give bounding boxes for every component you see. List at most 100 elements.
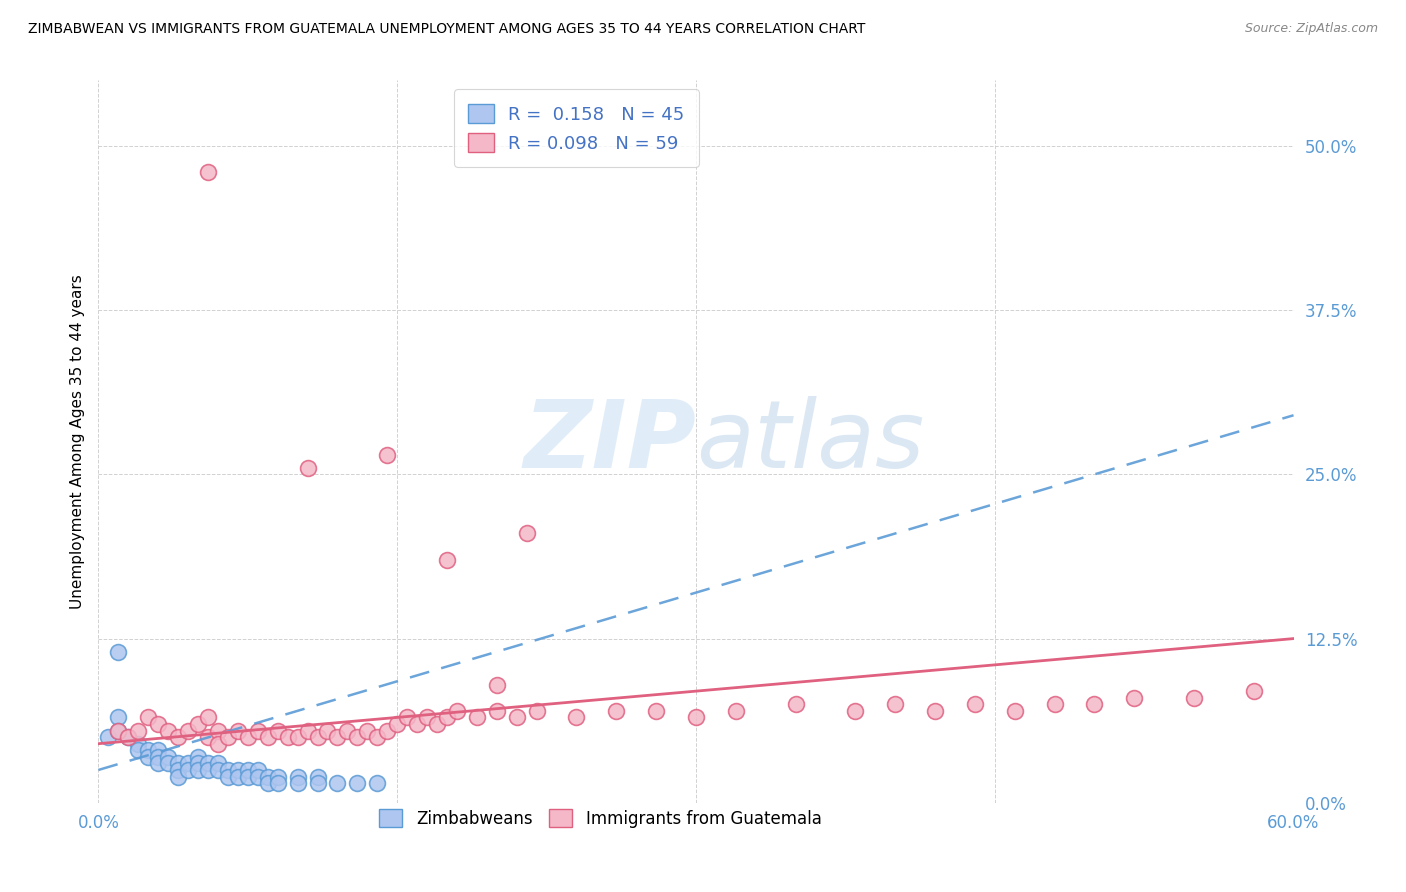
Point: [148, 743, 170, 757]
Point: [267, 723, 290, 738]
Point: [187, 749, 209, 764]
Point: [724, 704, 747, 718]
Point: [375, 723, 398, 738]
Text: atlas: atlas: [696, 396, 924, 487]
Point: [1043, 698, 1066, 712]
Point: [236, 763, 259, 777]
Point: [465, 710, 488, 724]
Point: [107, 710, 129, 724]
Point: [157, 756, 180, 771]
Point: [1243, 684, 1265, 698]
Point: [197, 165, 219, 179]
Point: [148, 756, 170, 771]
Point: [157, 723, 180, 738]
Point: [366, 776, 388, 790]
Point: [436, 710, 458, 724]
Point: [207, 756, 229, 771]
Point: [267, 776, 290, 790]
Point: [217, 730, 239, 744]
Point: [136, 749, 159, 764]
Point: [366, 730, 388, 744]
Point: [236, 730, 259, 744]
Point: [167, 770, 190, 784]
Point: [117, 730, 139, 744]
Point: [785, 698, 807, 712]
Point: [436, 553, 458, 567]
Point: [526, 704, 548, 718]
Point: [136, 743, 159, 757]
Point: [375, 448, 398, 462]
Point: [177, 723, 200, 738]
Point: [356, 723, 378, 738]
Point: [685, 710, 707, 724]
Point: [197, 710, 219, 724]
Y-axis label: Unemployment Among Ages 35 to 44 years: Unemployment Among Ages 35 to 44 years: [69, 274, 84, 609]
Point: [1182, 690, 1205, 705]
Point: [226, 770, 249, 784]
Point: [127, 743, 149, 757]
Point: [207, 723, 229, 738]
Point: [884, 698, 907, 712]
Point: [207, 737, 229, 751]
Point: [217, 770, 239, 784]
Point: [565, 710, 588, 724]
Point: [326, 730, 349, 744]
Point: [1083, 698, 1105, 712]
Point: [107, 723, 129, 738]
Point: [297, 460, 319, 475]
Point: [97, 730, 120, 744]
Point: [177, 763, 200, 777]
Point: [207, 763, 229, 777]
Point: [148, 717, 170, 731]
Point: [346, 776, 368, 790]
Point: [426, 717, 449, 731]
Point: [236, 770, 259, 784]
Point: [506, 710, 529, 724]
Point: [307, 730, 329, 744]
Point: [197, 730, 219, 744]
Point: [167, 756, 190, 771]
Point: [187, 763, 209, 777]
Point: [148, 749, 170, 764]
Point: [307, 776, 329, 790]
Point: [127, 723, 149, 738]
Point: [316, 723, 339, 738]
Point: [844, 704, 866, 718]
Point: [136, 710, 159, 724]
Point: [963, 698, 986, 712]
Point: [1123, 690, 1146, 705]
Point: [516, 526, 538, 541]
Point: [605, 704, 627, 718]
Point: [396, 710, 419, 724]
Point: [406, 717, 429, 731]
Text: Source: ZipAtlas.com: Source: ZipAtlas.com: [1244, 22, 1378, 36]
Point: [177, 756, 200, 771]
Point: [287, 776, 309, 790]
Point: [267, 770, 290, 784]
Point: [307, 770, 329, 784]
Point: [256, 770, 278, 784]
Point: [197, 756, 219, 771]
Point: [167, 730, 190, 744]
Point: [246, 723, 269, 738]
Point: [226, 763, 249, 777]
Point: [256, 730, 278, 744]
Point: [127, 737, 149, 751]
Point: [246, 763, 269, 777]
Text: ZIP: ZIP: [523, 395, 696, 488]
Point: [326, 776, 349, 790]
Point: [446, 704, 468, 718]
Point: [157, 749, 180, 764]
Point: [485, 677, 508, 691]
Point: [167, 763, 190, 777]
Point: [645, 704, 668, 718]
Point: [287, 730, 309, 744]
Point: [297, 723, 319, 738]
Point: [256, 776, 278, 790]
Point: [197, 763, 219, 777]
Point: [107, 645, 129, 659]
Point: [246, 770, 269, 784]
Legend: Zimbabweans, Immigrants from Guatemala: Zimbabweans, Immigrants from Guatemala: [373, 802, 828, 834]
Point: [217, 763, 239, 777]
Point: [117, 730, 139, 744]
